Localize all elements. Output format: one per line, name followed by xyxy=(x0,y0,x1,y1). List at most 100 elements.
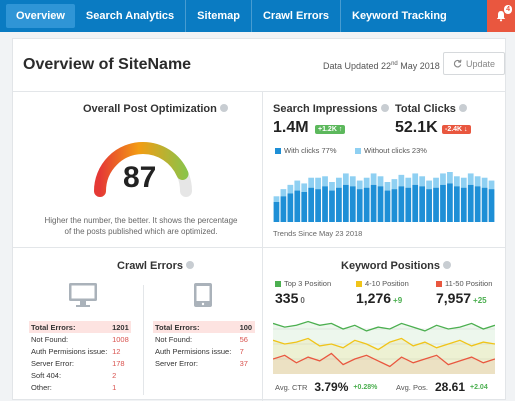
bar-without-clicks xyxy=(363,177,370,188)
bar-without-clicks xyxy=(342,173,349,185)
bar-with-clicks xyxy=(280,196,287,222)
bar-with-clicks xyxy=(315,189,321,222)
line-low-area xyxy=(273,353,495,374)
bar-without-clicks xyxy=(336,177,342,188)
crawl-divider xyxy=(143,285,144,395)
search-impressions-title: Search Impressions xyxy=(273,103,389,115)
error-label: Other: xyxy=(31,382,52,392)
bar-with-clicks xyxy=(377,186,384,222)
bar-without-clicks xyxy=(301,183,308,192)
bar-with-clicks xyxy=(384,190,391,222)
mid-value: 1,276 +9 xyxy=(356,290,403,306)
bar-without-clicks xyxy=(308,177,315,188)
bar-with-clicks xyxy=(467,184,474,222)
update-button[interactable]: Update xyxy=(443,52,505,75)
error-count: 12 xyxy=(112,346,121,356)
bar-without-clicks xyxy=(419,176,426,187)
bar-with-clicks xyxy=(419,186,426,222)
error-label: Soft 404: xyxy=(31,370,62,380)
bar-with-clicks xyxy=(322,186,328,222)
error-label: Server Error: xyxy=(31,358,74,368)
tab-keyword-tracking[interactable]: Keyword Tracking xyxy=(352,10,447,22)
tab-crawl-errors[interactable]: Crawl Errors xyxy=(252,0,341,32)
bar-with-clicks xyxy=(349,186,356,222)
error-count: 1008 xyxy=(112,334,129,344)
bar-with-clicks xyxy=(460,187,467,222)
impressions-value: 1.4M xyxy=(273,119,309,136)
error-label: Server Error: xyxy=(155,358,198,368)
help-icon[interactable] xyxy=(443,261,452,269)
avg-position: Avg. Pos. 28.61 +2.04 xyxy=(396,380,488,394)
bar-with-clicks xyxy=(308,187,315,222)
bar-without-clicks xyxy=(412,173,419,185)
help-icon[interactable] xyxy=(458,104,467,112)
bar-with-clicks xyxy=(273,202,280,222)
optimization-gauge xyxy=(94,142,192,197)
bell-icon xyxy=(496,11,506,22)
error-label: Auth Permisions issue: xyxy=(155,346,232,356)
error-row: Auth Permisions issue: 7 xyxy=(153,345,255,357)
error-count: 7 xyxy=(239,346,244,356)
error-count: 2 xyxy=(112,370,117,380)
impressions-delta-badge: +1.2K ↑ xyxy=(315,125,346,134)
error-row: Soft 404: 2 xyxy=(29,369,131,381)
total-clicks-title: Total Clicks xyxy=(395,103,467,115)
top3-label: Top 3 Position xyxy=(275,279,331,288)
tab-search-analytics[interactable]: Search Analytics xyxy=(75,0,187,32)
top3-value: 335 0 xyxy=(275,290,305,306)
total-errors-row: Total Errors: 1201 xyxy=(29,321,131,333)
help-icon[interactable] xyxy=(380,104,389,112)
notification-count-badge: 4 xyxy=(504,5,512,14)
impressions-bar-chart xyxy=(273,172,495,222)
bar-without-clicks xyxy=(426,180,432,190)
mobile-icon xyxy=(194,283,212,307)
bar-with-clicks xyxy=(488,189,495,222)
trends-since-text: Trends Since May 23 2018 xyxy=(273,229,363,238)
bar-without-clicks xyxy=(460,177,467,188)
gauge-fill xyxy=(94,142,192,197)
optimization-description: Higher the number, the better. It shows … xyxy=(44,216,238,236)
error-row: Auth Permisions issue: 12 xyxy=(29,345,131,357)
bar-without-clicks xyxy=(349,176,356,187)
bar-with-clicks xyxy=(356,189,363,222)
update-button-label: Update xyxy=(465,58,496,69)
data-updated-text: Data Updated 22nd May 2018 xyxy=(323,61,440,71)
bar-without-clicks xyxy=(280,189,287,197)
bar-without-clicks xyxy=(440,173,446,185)
clicks-delta-badge: -2.4K ↓ xyxy=(442,125,471,134)
desktop-icon xyxy=(69,283,97,307)
notifications-button[interactable]: 4 xyxy=(487,0,515,32)
bar-with-clicks xyxy=(481,187,488,222)
bar-with-clicks xyxy=(363,187,370,222)
error-row: Not Found: 56 xyxy=(153,333,255,345)
error-count: 56 xyxy=(239,334,248,344)
bar-without-clicks xyxy=(329,182,335,191)
tab-sitemap[interactable]: Sitemap xyxy=(186,0,252,32)
error-label: Not Found: xyxy=(155,334,193,344)
tab-overview[interactable]: Overview xyxy=(6,4,75,28)
bar-without-clicks xyxy=(467,173,474,185)
error-label: Total Errors: xyxy=(153,321,238,333)
refresh-icon xyxy=(453,59,462,68)
desktop-errors-table: Total Errors: 1201 Not Found: 1008 Auth Perm… xyxy=(29,321,131,393)
line-top3 xyxy=(273,320,495,332)
bar-without-clicks xyxy=(377,176,384,187)
bar-without-clicks xyxy=(273,196,280,202)
line-top3-area xyxy=(273,321,495,374)
divider xyxy=(13,91,505,92)
bar-with-clicks xyxy=(447,183,453,222)
bar-with-clicks xyxy=(287,193,294,222)
bar-without-clicks xyxy=(474,176,481,187)
bar-with-clicks xyxy=(440,184,446,222)
legend-with-clicks: With clicks 77% xyxy=(275,146,337,155)
crawl-errors-title: Crawl Errors xyxy=(117,260,195,272)
page-title: Overview of SiteName xyxy=(23,56,192,73)
help-icon[interactable] xyxy=(186,261,195,269)
legend-swatch xyxy=(275,280,281,287)
help-icon[interactable] xyxy=(219,104,228,112)
error-count: 178 xyxy=(112,358,125,368)
error-row: Other: 1 xyxy=(29,381,131,393)
bar-without-clicks xyxy=(433,177,439,188)
bar-with-clicks xyxy=(336,187,342,222)
bar-with-clicks xyxy=(398,186,405,222)
